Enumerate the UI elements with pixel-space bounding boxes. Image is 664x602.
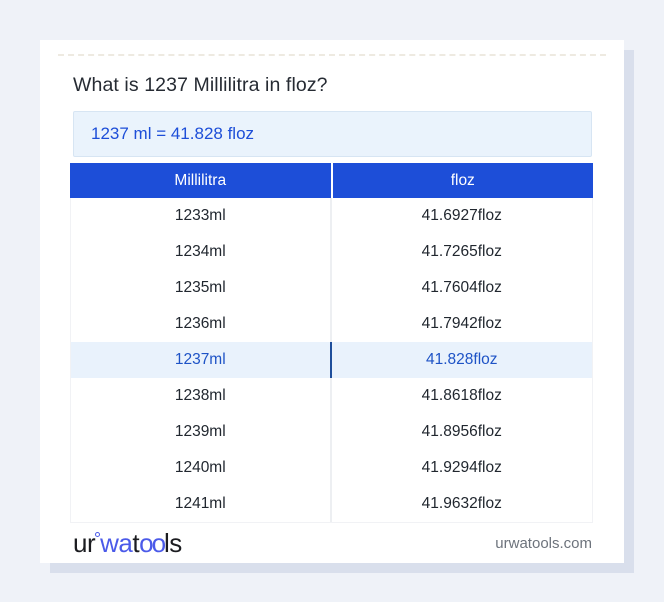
table-row: 1235ml 41.7604floz xyxy=(71,270,592,306)
cell-floz: 41.6927floz xyxy=(421,207,502,224)
card-top-dashed-divider xyxy=(58,54,606,56)
logo-text-t: t xyxy=(132,528,140,558)
table-body: 1233ml 41.6927floz 1234ml 41.7265floz 1235ml… xyxy=(70,198,593,523)
table-row: 1239ml 41.8956floz xyxy=(71,414,592,450)
conversion-result-text: 1237 ml = 41.828 floz xyxy=(91,124,255,143)
cell-millilitra: 1235ml xyxy=(71,270,332,306)
cell-millilitra: 1234ml xyxy=(71,234,332,270)
cell-millilitra: 1236ml xyxy=(71,306,332,342)
cell-millilitra: 1238ml xyxy=(71,378,332,414)
table-row: 1240ml 41.9294floz xyxy=(71,450,592,486)
table-row-highlighted: 1237ml 41.828floz xyxy=(71,342,592,378)
table-row: 1236ml 41.7942floz xyxy=(71,306,592,342)
conversion-result-box: 1237 ml = 41.828 floz xyxy=(73,111,592,157)
cell-floz: 41.9294floz xyxy=(421,459,502,476)
card-footer: ur watools urwatools.com xyxy=(73,523,592,563)
cell-millilitra: 1233ml xyxy=(71,198,332,234)
logo-text-ls: ls xyxy=(164,528,182,558)
converter-card: What is 1237 Millilitra in floz? 1237 ml… xyxy=(40,40,624,563)
table-row: 1234ml 41.7265floz xyxy=(71,234,592,270)
cell-millilitra: 1240ml xyxy=(71,450,332,486)
table-header-row: Millilitra floz xyxy=(70,163,593,198)
cell-floz: 41.8618floz xyxy=(421,387,502,404)
cell-floz: 41.7265floz xyxy=(421,243,502,260)
table-row: 1233ml 41.6927floz xyxy=(71,198,592,234)
column-header-millilitra: Millilitra xyxy=(70,163,331,198)
cell-floz: 41.7604floz xyxy=(421,279,502,296)
logo-text-oo: oo xyxy=(139,528,166,558)
site-domain: urwatools.com xyxy=(495,534,592,552)
table-row: 1238ml 41.8618floz xyxy=(71,378,592,414)
logo-text-ur: ur xyxy=(73,528,96,558)
cell-floz: 41.9632floz xyxy=(421,495,502,512)
cell-millilitra: 1241ml xyxy=(71,486,332,522)
logo-ring-icon xyxy=(95,532,101,537)
logo-text-wa: wa xyxy=(100,528,133,558)
column-header-floz: floz xyxy=(332,163,593,198)
cell-floz: 41.828floz xyxy=(425,351,498,368)
cell-millilitra: 1237ml xyxy=(71,342,332,378)
page-title: What is 1237 Millilitra in floz? xyxy=(73,74,328,96)
cell-floz: 41.8956floz xyxy=(421,423,502,440)
cell-floz: 41.7942floz xyxy=(421,315,502,332)
cell-millilitra: 1239ml xyxy=(71,414,332,450)
table-row: 1241ml 41.9632floz xyxy=(71,486,592,522)
conversion-table: Millilitra floz 1233ml 41.6927floz 1234ml 4… xyxy=(70,163,593,523)
urwatools-logo[interactable]: ur watools xyxy=(73,530,182,556)
